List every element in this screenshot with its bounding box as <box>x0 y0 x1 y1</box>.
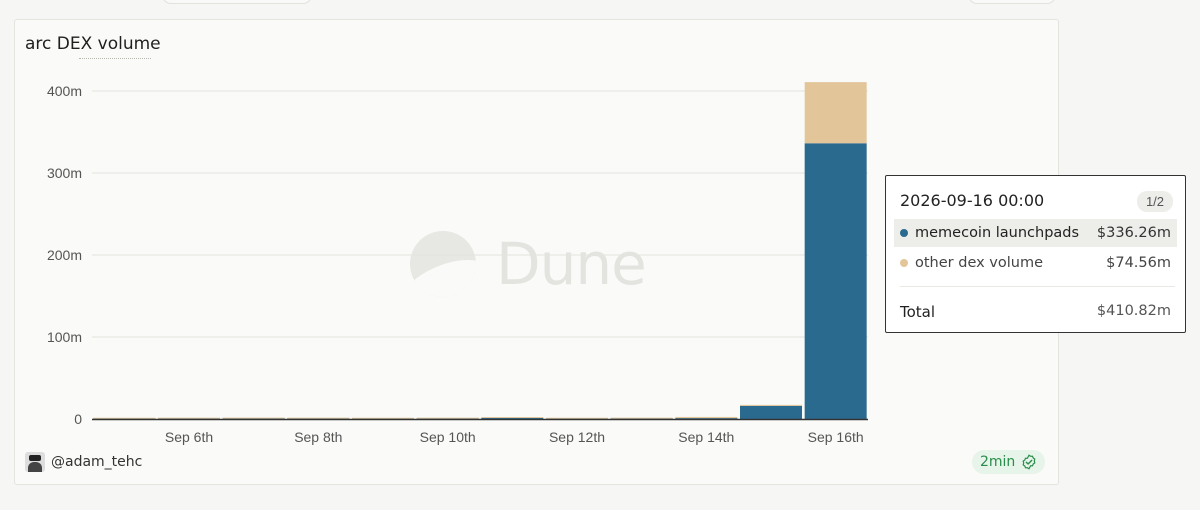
bar-other-dex-volume <box>93 417 156 419</box>
bar-memecoin-launchpads <box>675 418 738 419</box>
bar-other-dex-volume <box>352 417 414 419</box>
y-tick-label: 200m <box>47 247 82 263</box>
bar-other-dex-volume <box>222 417 285 419</box>
bar-memecoin-launchpads <box>740 405 802 419</box>
bar-memecoin-launchpads <box>481 418 544 419</box>
bar-other-dex-volume <box>158 417 220 419</box>
dune-watermark: Dune <box>410 230 647 298</box>
bar-other-dex-volume <box>481 417 544 419</box>
bar-other-dex-volume <box>740 404 802 406</box>
chart-tooltip: 2026-09-16 00:00 1/2 memecoin launchpads… <box>885 175 1186 333</box>
tooltip-row-memecoin: memecoin launchpads $336.26m <box>894 219 1177 247</box>
y-tick-label: 300m <box>47 165 82 181</box>
bar-memecoin-launchpads <box>804 143 867 420</box>
bar-other-dex-volume <box>416 417 479 419</box>
x-tick-label: Sep 8th <box>294 429 342 445</box>
tooltip-total-row: Total $410.82m <box>900 303 1171 321</box>
verified-check-icon <box>1022 454 1036 470</box>
series-dot-other <box>900 259 908 267</box>
y-tick-label: 400m <box>47 83 82 99</box>
y-tick-label: 100m <box>47 329 82 345</box>
tooltip-date: 2026-09-16 00:00 <box>900 191 1045 210</box>
bar-other-dex-volume <box>675 416 738 419</box>
tooltip-series-name: other dex volume <box>915 255 1044 271</box>
title-underline <box>79 58 151 59</box>
tooltip-separator <box>900 286 1175 287</box>
x-tick-label: Sep 6th <box>165 429 213 445</box>
bar-other-dex-volume <box>287 417 350 419</box>
dune-logo-icon <box>410 231 476 297</box>
freshness-text: 2min <box>980 454 1016 470</box>
chart-title: arc DEX volume <box>25 34 161 54</box>
freshness-badge[interactable]: 2min <box>972 450 1046 474</box>
x-tick-label: Sep 10th <box>420 429 476 445</box>
bar-other-dex-volume <box>546 417 608 419</box>
author-name: @adam_tehc <box>51 454 143 470</box>
bar-other-dex-volume <box>610 417 673 419</box>
tooltip-row-other: other dex volume $74.56m <box>894 249 1177 277</box>
tooltip-series-value: $74.56m <box>1106 255 1171 271</box>
series-dot-memecoin <box>900 229 908 237</box>
tooltip-series-value: $336.26m <box>1096 225 1171 241</box>
tooltip-series-name: memecoin launchpads <box>915 225 1080 241</box>
x-tick-label: Sep 16th <box>808 429 864 445</box>
tooltip-page-indicator[interactable]: 1/2 <box>1137 191 1173 212</box>
tooltip-total-label: Total <box>900 303 936 321</box>
tooltip-total-value: $410.82m <box>1096 303 1171 319</box>
avatar <box>25 452 45 472</box>
watermark-text: Dune <box>496 230 647 298</box>
y-tick-label: 0 <box>74 411 82 427</box>
bar-other-dex-volume <box>804 82 867 144</box>
x-tick-label: Sep 12th <box>549 429 605 445</box>
author-link[interactable]: @adam_tehc <box>25 452 142 472</box>
x-tick-label: Sep 14th <box>678 429 734 445</box>
chart-card <box>14 19 1059 485</box>
